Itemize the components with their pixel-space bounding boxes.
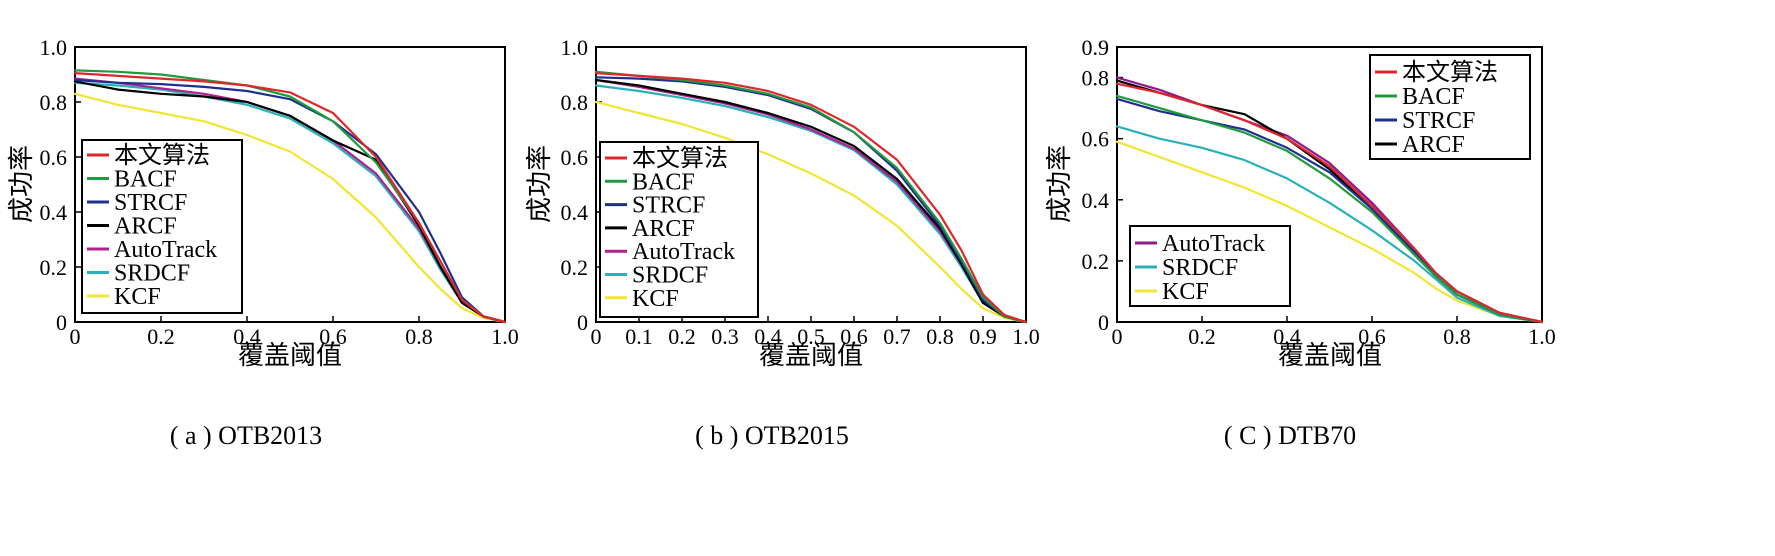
legend-label: STRCF [114, 190, 187, 216]
panel-caption: ( a ) OTB2013 [170, 421, 322, 450]
y-tick-label: 0 [577, 310, 588, 335]
y-tick-label: 0.4 [561, 200, 589, 225]
plot-area-frame [74, 46, 506, 323]
x-tick-label: 0.8 [1443, 324, 1471, 349]
x-tick-label: 0.8 [926, 324, 954, 349]
x-tick-label: 0.2 [668, 324, 696, 349]
x-tick-label: 0.4 [1273, 324, 1301, 349]
series-line-main [1115, 82, 1544, 324]
x-tick-label: 0.8 [405, 324, 433, 349]
series-line-arcf [73, 80, 507, 324]
x-tick-label: 0.2 [147, 324, 175, 349]
legend-label: BACF [114, 167, 177, 193]
y-tick-label: 0.9 [1082, 35, 1110, 60]
chart-panel-dtb70: 0 0.2 0.4 0.6 0.8 1.0 0 0.2 0.4 0.6 0.8 0.9 覆盖阈值 成功… [1045, 35, 1556, 450]
panel-caption: ( b ) OTB2015 [695, 421, 849, 450]
x-tick-label: 0.4 [754, 324, 782, 349]
series-line-main [594, 71, 1028, 324]
legend-frame [599, 141, 759, 318]
legend-label: SRDCF [632, 263, 708, 289]
x-tick-label: 0.6 [840, 324, 868, 349]
x-tick-label: 0.5 [797, 324, 825, 349]
chart-panel-otb2015: 0 0.1 0.2 0.3 0.4 0.5 0.6 0.7 0.8 0.9 1.0 0 0.2 0.4 0.… [525, 35, 1040, 450]
x-tick-label: 0 [591, 324, 602, 349]
legend-label: AutoTrack [1162, 231, 1265, 257]
x-tick-label: 0.4 [233, 324, 261, 349]
series-line-kcf [73, 92, 507, 324]
y-axis-label: 成功率 [7, 145, 36, 223]
x-tick-label: 0.6 [319, 324, 347, 349]
chart-panel-otb2013: 0 0.2 0.4 0.6 0.8 1.0 0 0.2 0.4 0.6 0.8 1.0 覆盖阈值 成功… [7, 35, 519, 450]
legend-label: KCF [632, 286, 679, 312]
y-tick-label: 0.2 [1082, 249, 1110, 274]
y-axis-label: 成功率 [525, 145, 554, 223]
x-axis-label: 覆盖阈值 [1278, 341, 1382, 370]
legend-label: AutoTrack [114, 237, 217, 263]
y-tick-label: 0 [56, 310, 67, 335]
series-line-bacf [1115, 94, 1544, 324]
y-tick-label: 0.8 [561, 90, 589, 115]
legend-label: KCF [1162, 279, 1209, 305]
x-tick-label: 0.1 [625, 324, 653, 349]
panel-caption: ( C ) DTB70 [1224, 421, 1356, 450]
legend-label: 本文算法 [632, 145, 728, 172]
y-tick-label: 0.8 [1082, 66, 1110, 91]
y-tick-label: 0.6 [40, 145, 68, 170]
y-tick-label: 0.6 [561, 145, 589, 170]
legend-label: AutoTrack [632, 239, 735, 265]
series-line-main [73, 71, 507, 324]
legend-label: KCF [114, 284, 161, 310]
y-tick-label: 1.0 [561, 35, 589, 60]
y-tick-label: 0.4 [1082, 188, 1110, 213]
series-line-srdcf [1115, 125, 1544, 324]
x-tick-label: 0.3 [711, 324, 739, 349]
legend-label: ARCF [114, 214, 177, 240]
legend-label: ARCF [1402, 132, 1465, 158]
legend-label: SRDCF [1162, 255, 1238, 281]
y-tick-label: 0.2 [561, 255, 589, 280]
legend-label: BACF [632, 169, 695, 195]
legend-label: 本文算法 [1402, 59, 1498, 86]
x-tick-label: 1.0 [491, 324, 519, 349]
y-axis-label: 成功率 [1045, 145, 1074, 223]
y-tick-label: 0.4 [40, 200, 68, 225]
legend-label: STRCF [1402, 108, 1475, 134]
y-tick-label: 0.6 [1082, 127, 1110, 152]
x-tick-label: 0 [70, 324, 81, 349]
legend-label: SRDCF [114, 261, 190, 287]
y-tick-label: 1.0 [40, 35, 68, 60]
x-axis-label: 覆盖阈值 [759, 341, 863, 370]
x-axis-label: 覆盖阈值 [238, 341, 342, 370]
y-tick-label: 0.8 [40, 90, 68, 115]
legend-label: 本文算法 [114, 142, 210, 169]
x-tick-label: 0.7 [883, 324, 911, 349]
y-tick-label: 0 [1098, 310, 1109, 335]
series-line-arcf [594, 78, 1028, 324]
series-line-kcf [594, 100, 1028, 324]
x-tick-label: 0.2 [1188, 324, 1216, 349]
x-tick-label: 1.0 [1012, 324, 1040, 349]
legend-label: STRCF [632, 193, 705, 219]
x-tick-label: 0.6 [1358, 324, 1386, 349]
plot-area-frame [1116, 46, 1543, 323]
series-line-kcf [1115, 140, 1544, 324]
y-tick-label: 0.2 [40, 255, 68, 280]
series-line-bacf [594, 70, 1028, 324]
legend-label: BACF [1402, 84, 1465, 110]
x-tick-label: 0.9 [969, 324, 997, 349]
legend-label: ARCF [632, 216, 695, 242]
x-tick-label: 1.0 [1528, 324, 1556, 349]
x-tick-label: 0 [1112, 324, 1123, 349]
